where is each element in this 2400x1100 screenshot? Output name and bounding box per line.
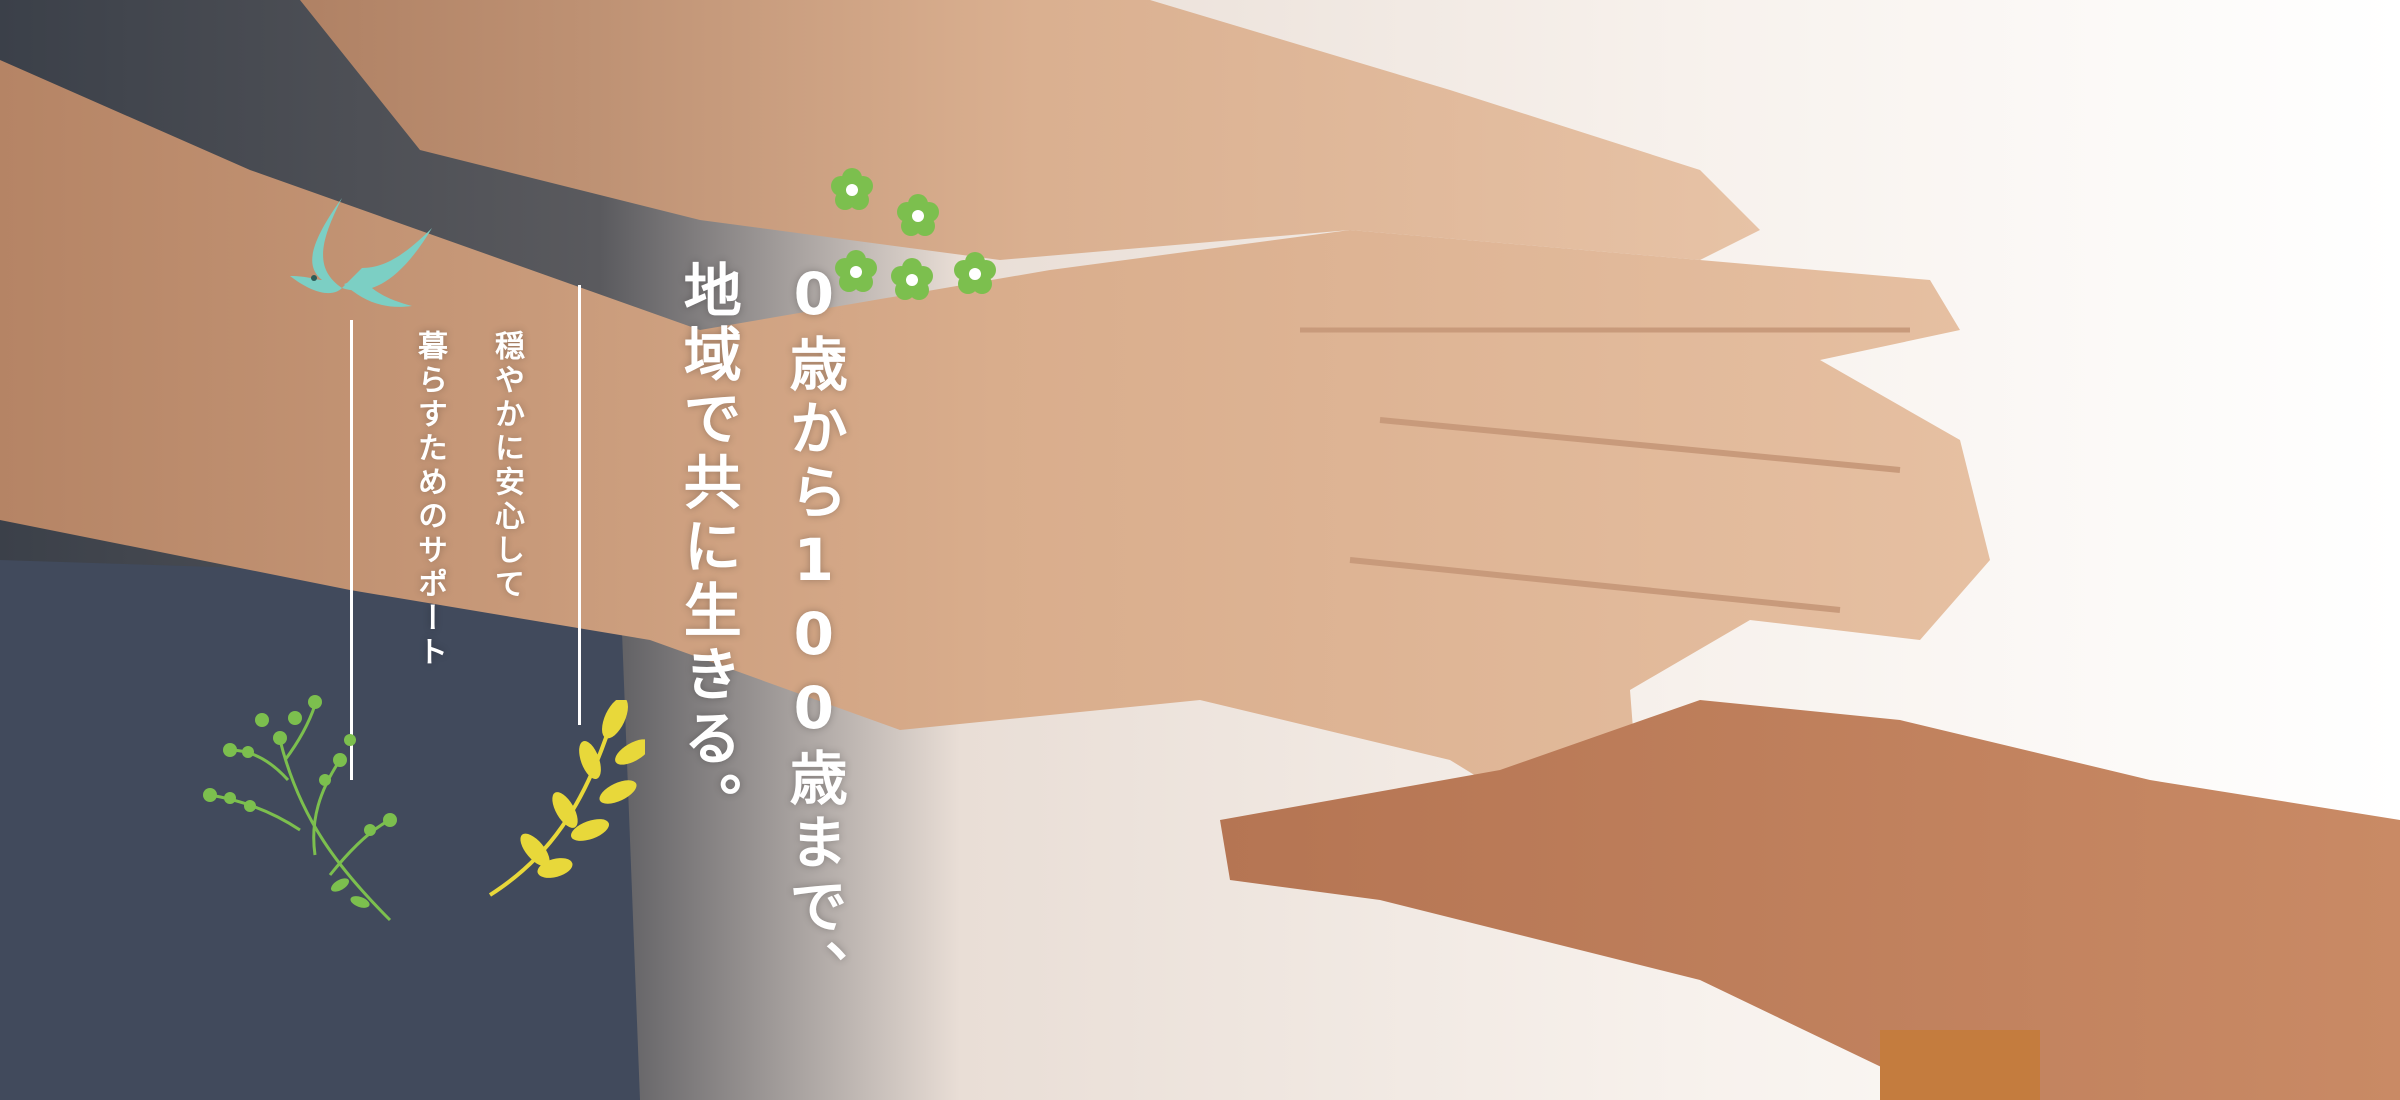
subtext-line-1: 穏やかに安心して	[489, 330, 524, 602]
flowers-icon	[831, 168, 996, 300]
bird-icon	[290, 198, 432, 307]
subtext-line-2: 暮らすためのサポート	[412, 330, 447, 670]
divider-line-left	[350, 320, 353, 780]
divider-line-right	[578, 285, 581, 725]
headline-line-2: 地域で共に生きる。	[673, 260, 742, 836]
headline-line-1: 0歳から100歳まで、	[779, 260, 848, 1004]
yellow-leaf-icon	[488, 700, 645, 897]
green-sprig-icon	[203, 695, 397, 922]
